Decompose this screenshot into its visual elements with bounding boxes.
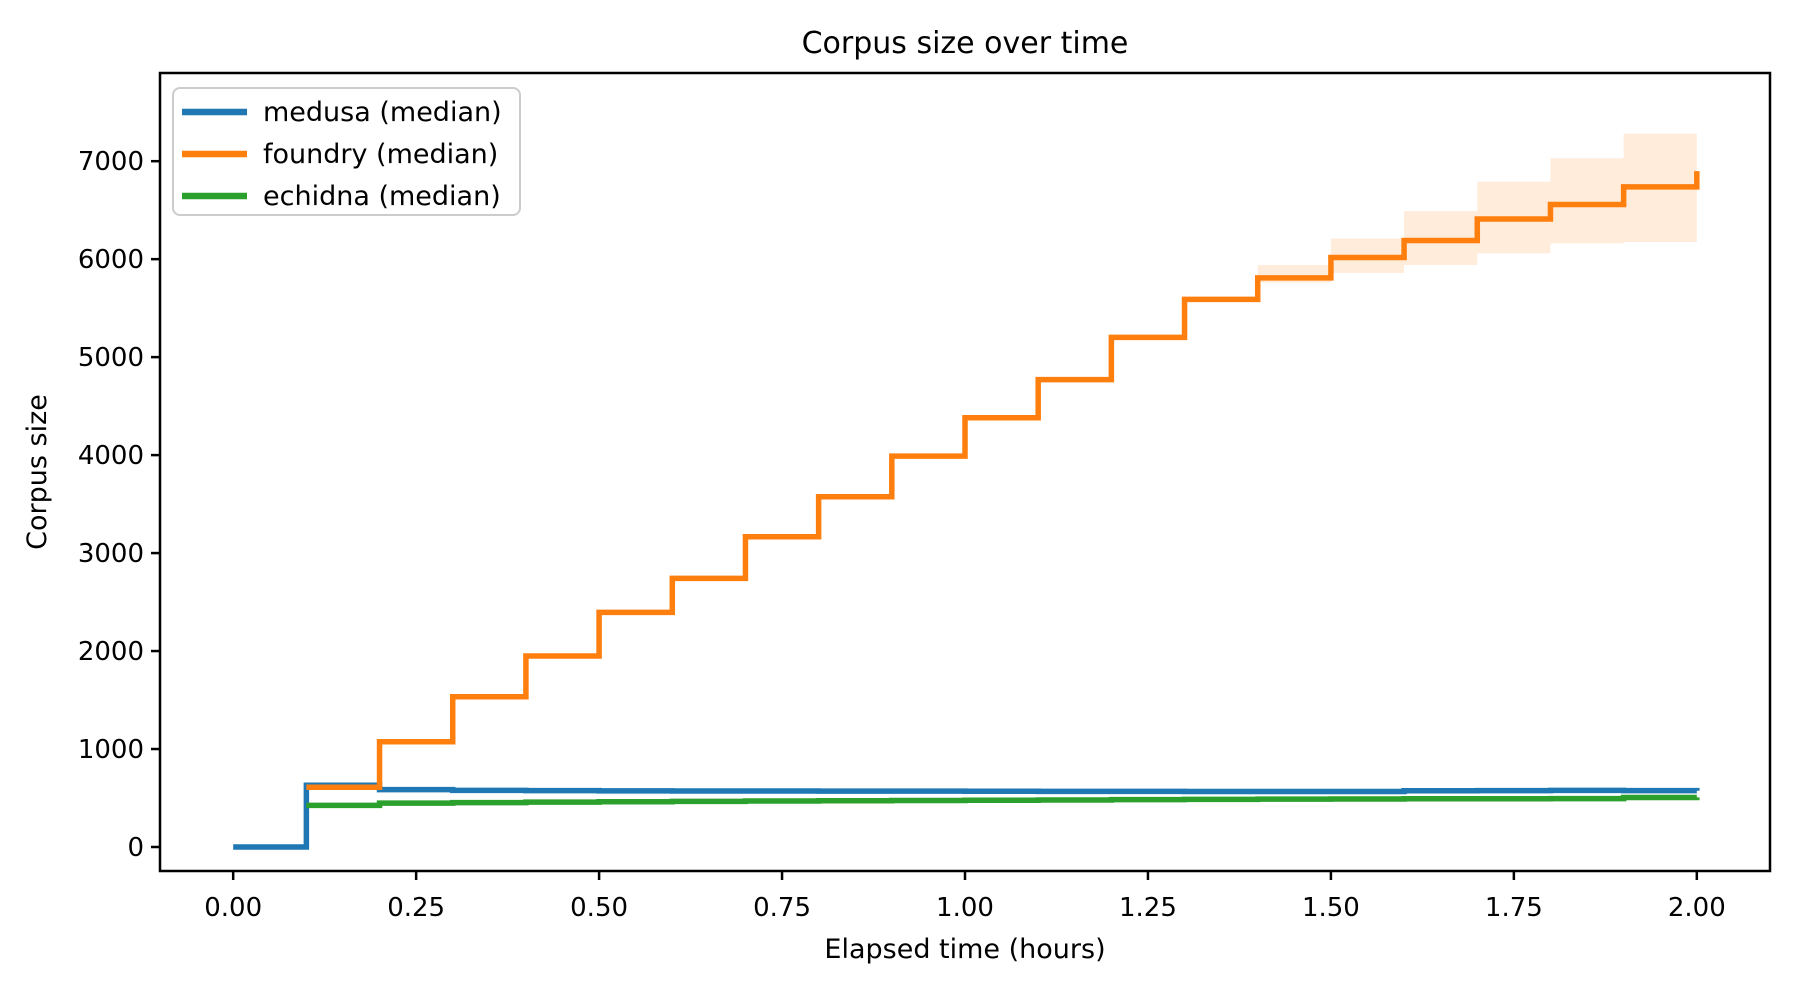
series-lines-layer [233,171,1700,850]
legend-label-medusa: medusa (median) [263,97,502,128]
x-tick-label: 1.00 [936,893,994,923]
y-tick-label: 4000 [78,441,144,471]
x-tick-label: 1.75 [1485,893,1543,923]
y-tick-label: 6000 [78,245,144,275]
x-tick-label: 0.25 [387,893,445,923]
y-tick-label: 1000 [78,735,144,765]
chart-title: Corpus size over time [802,26,1129,61]
series-line-echidna [306,794,1700,809]
x-tick-label: 0.50 [570,893,628,923]
x-tick-label: 2.00 [1668,893,1726,923]
x-tick-label: 0.00 [204,893,262,923]
y-tick-label: 5000 [78,343,144,373]
legend: medusa (median) foundry (median) echidna… [172,87,521,216]
x-tick-label: 1.50 [1302,893,1360,923]
confidence-band [1257,133,1697,283]
y-tick-label: 3000 [78,539,144,569]
y-tick-label: 7000 [78,147,144,177]
y-tick-label: 2000 [78,637,144,667]
axis-ticks-layer: 0.00 0.25 0.50 0.75 1.00 1.25 1.50 1.75 2.00 0 100… [78,147,1726,923]
legend-frame [172,87,521,216]
series-line-medusa [233,782,1700,850]
x-tick-label: 0.75 [753,893,811,923]
x-axis-label: Elapsed time (hours) [824,934,1105,965]
y-axis-label: Corpus size [22,394,53,550]
legend-label-echidna: echidna (median) [263,181,501,212]
x-tick-label: 1.25 [1119,893,1177,923]
series-line-foundry [306,171,1700,790]
legend-label-foundry: foundry (median) [263,139,498,170]
confidence-band-layer [1257,133,1697,283]
y-tick-label: 0 [127,833,144,863]
